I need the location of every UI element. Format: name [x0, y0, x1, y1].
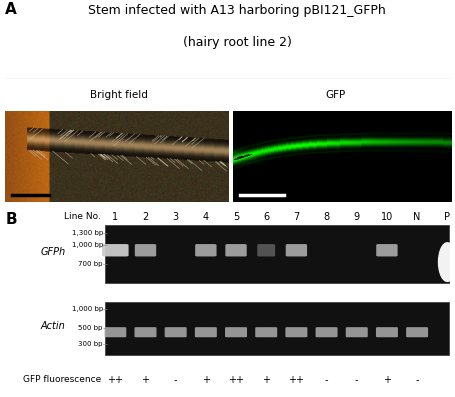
Text: GFPh: GFPh [40, 247, 66, 257]
Text: Bright field: Bright field [89, 90, 147, 100]
Text: GFP fluorescence: GFP fluorescence [22, 375, 101, 384]
Text: N: N [413, 212, 420, 222]
FancyBboxPatch shape [257, 244, 274, 256]
Text: Stem infected with A13 harboring pBI121_GFPh: Stem infected with A13 harboring pBI121_… [88, 4, 385, 17]
Text: -: - [324, 375, 328, 385]
FancyBboxPatch shape [104, 327, 126, 337]
Bar [105, 225, 448, 283]
Text: 4: 4 [202, 212, 208, 222]
Text: 6: 6 [263, 212, 269, 222]
Text: 5: 5 [233, 212, 238, 222]
Text: +: + [382, 375, 390, 385]
Text: 9: 9 [353, 212, 359, 222]
Text: ++: ++ [228, 375, 243, 385]
Bar [105, 302, 448, 355]
FancyBboxPatch shape [285, 327, 307, 337]
Text: A: A [5, 2, 16, 17]
Text: 8: 8 [323, 212, 329, 222]
FancyBboxPatch shape [285, 244, 306, 256]
Text: 7: 7 [293, 212, 299, 222]
Text: 1,000 bp: 1,000 bp [71, 241, 103, 248]
Text: -: - [415, 375, 418, 385]
Text: ++: ++ [288, 375, 304, 385]
Text: 3: 3 [172, 212, 178, 222]
FancyBboxPatch shape [195, 244, 216, 256]
Text: B: B [5, 212, 17, 227]
FancyBboxPatch shape [255, 327, 277, 337]
FancyBboxPatch shape [405, 327, 427, 337]
Text: ++: ++ [107, 375, 123, 385]
Text: 1,300 bp: 1,300 bp [71, 230, 103, 236]
Text: 2: 2 [142, 212, 148, 222]
Text: P: P [443, 212, 449, 222]
FancyBboxPatch shape [375, 244, 397, 256]
Text: 700 bp: 700 bp [78, 260, 103, 267]
Text: 1: 1 [112, 212, 118, 222]
FancyBboxPatch shape [164, 327, 186, 337]
Text: 300 bp: 300 bp [78, 341, 103, 347]
Text: +: + [141, 375, 149, 385]
Text: -: - [354, 375, 358, 385]
FancyBboxPatch shape [375, 327, 397, 337]
Text: 1,000 bp: 1,000 bp [71, 306, 103, 312]
FancyBboxPatch shape [225, 244, 246, 256]
FancyBboxPatch shape [315, 327, 337, 337]
FancyBboxPatch shape [194, 327, 217, 337]
Ellipse shape [437, 242, 455, 282]
Text: 10: 10 [380, 212, 392, 222]
Text: -: - [173, 375, 177, 385]
Text: 500 bp: 500 bp [78, 326, 103, 331]
FancyBboxPatch shape [345, 327, 367, 337]
Text: (hairy root line 2): (hairy root line 2) [182, 36, 291, 49]
FancyBboxPatch shape [135, 244, 156, 256]
FancyBboxPatch shape [134, 327, 156, 337]
FancyBboxPatch shape [225, 327, 247, 337]
Text: Actin: Actin [40, 322, 65, 331]
Text: +: + [202, 375, 209, 385]
Text: +: + [262, 375, 270, 385]
Text: GFP: GFP [324, 90, 344, 100]
FancyBboxPatch shape [102, 244, 128, 256]
Text: Line No.: Line No. [64, 212, 101, 222]
